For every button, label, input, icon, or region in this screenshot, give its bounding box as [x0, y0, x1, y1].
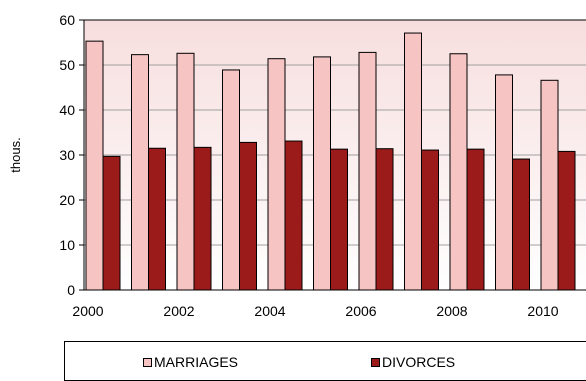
bar-divorces-2001 — [148, 147, 166, 291]
legend-item-divorces: DIVORCES — [371, 354, 455, 370]
bar-divorces-2009 — [512, 158, 530, 291]
x-tick-labels: 2000200220042006200820102012 — [72, 303, 558, 319]
bars — [85, 32, 576, 291]
bar-marriages-2003 — [222, 69, 240, 291]
bar-marriages-2008 — [449, 53, 468, 291]
y-tick-labels: 0 10 20 30 40 50 60 — [59, 12, 75, 298]
y-tick-label: 50 — [59, 57, 75, 73]
bar-marriages-2010 — [540, 79, 559, 291]
y-axis-label: thous. — [8, 137, 23, 172]
axes — [83, 20, 586, 291]
bar-divorces-2008 — [466, 148, 485, 291]
bar-marriages-2000 — [85, 40, 104, 291]
x-tick-label: 2006 — [345, 303, 376, 319]
x-tick-label: 2010 — [527, 303, 558, 319]
x-tick-label: 2008 — [436, 303, 467, 319]
x-tick-label: 2000 — [72, 303, 103, 319]
bar-marriages-2009 — [495, 74, 513, 291]
legend-label-marriages: MARRIAGES — [154, 354, 239, 370]
bar-divorces-2000 — [102, 155, 121, 291]
y-tick-label: 10 — [59, 237, 75, 253]
x-tick-label: 2002 — [163, 303, 194, 319]
bar-divorces-2010 — [557, 150, 576, 291]
y-tick-label: 30 — [59, 147, 75, 163]
bar-marriages-2001 — [131, 54, 149, 291]
legend-label-divorces: DIVORCES — [382, 354, 456, 370]
y-tick-label: 60 — [59, 12, 75, 28]
bar-marriages-2006 — [358, 51, 377, 291]
x-tick-label: 2004 — [254, 303, 285, 319]
bar-divorces-2003 — [239, 141, 257, 291]
bar-divorces-2002 — [193, 146, 212, 291]
bar-divorces-2004 — [284, 140, 303, 291]
y-tick-label: 0 — [67, 282, 75, 298]
bar-divorces-2007 — [421, 149, 439, 291]
bar-divorces-2006 — [375, 148, 394, 291]
legend-swatch-divorces — [371, 357, 380, 367]
bar-divorces-2005 — [330, 148, 348, 291]
legend: MARRIAGES DIVORCES — [64, 341, 586, 381]
bar-marriages-2004 — [267, 58, 286, 291]
bar-marriages-2005 — [313, 56, 331, 291]
y-tick-label: 40 — [59, 102, 75, 118]
legend-swatch-marriages — [143, 357, 152, 367]
legend-item-marriages: MARRIAGES — [143, 354, 238, 370]
bar-marriages-2002 — [176, 52, 195, 291]
y-tick-label: 20 — [59, 192, 75, 208]
bar-marriages-2007 — [404, 32, 422, 291]
